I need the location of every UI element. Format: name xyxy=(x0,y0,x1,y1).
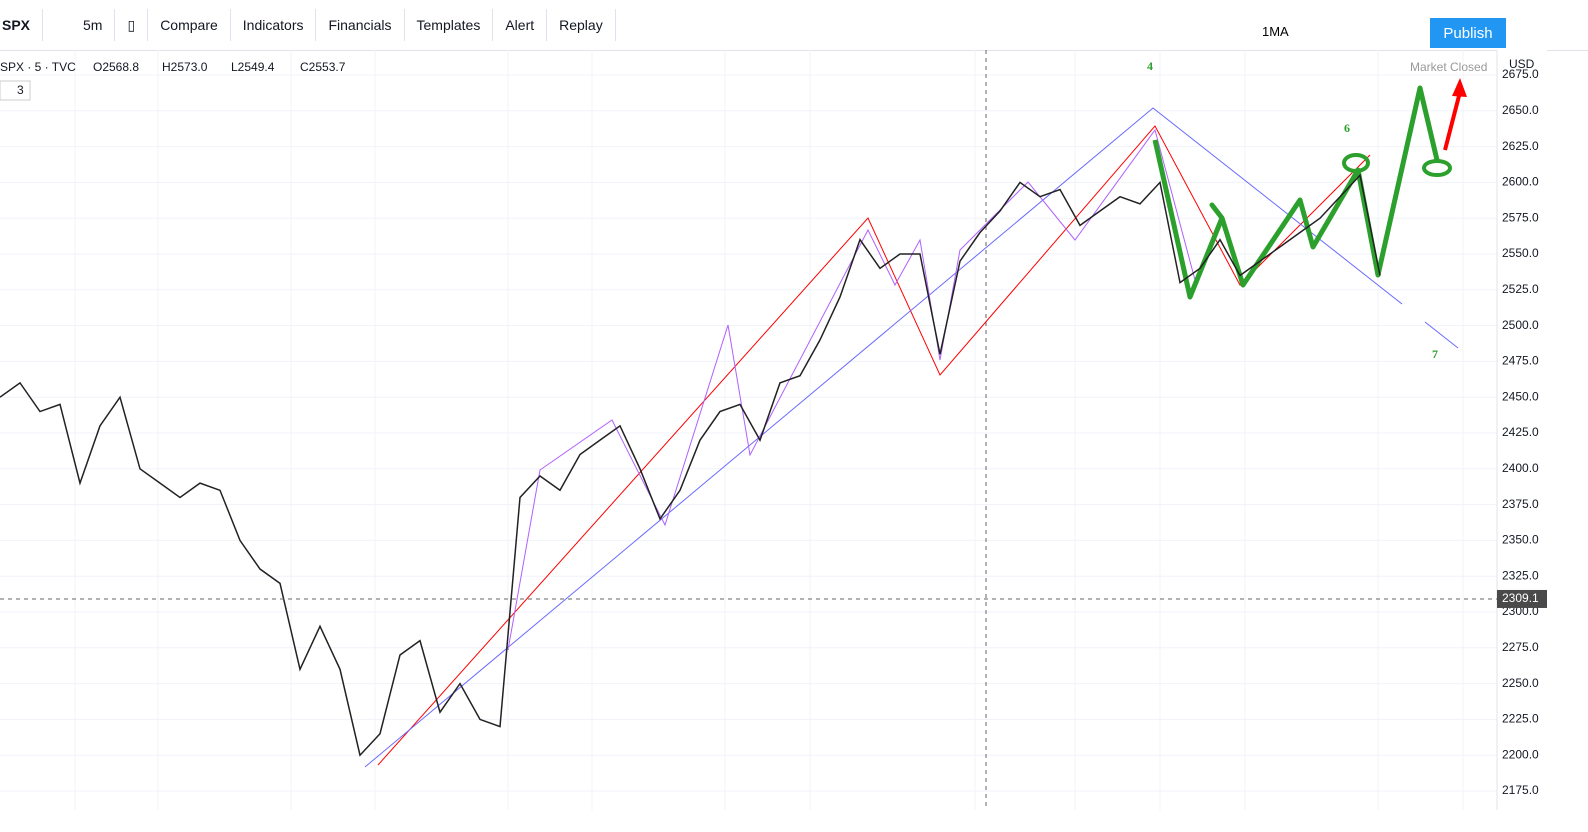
wave-label: 4 xyxy=(1147,59,1153,73)
price-tick-label: 2400.0 xyxy=(1502,461,1539,475)
green-circle xyxy=(1422,159,1452,177)
toolbar: SPX 5m ▯ Compare Indicators Financials Temp… xyxy=(0,0,1588,51)
crosshair-tag xyxy=(1497,589,1547,608)
drawing-green xyxy=(1152,85,1440,300)
price-tick-label: 2675.0 xyxy=(1502,67,1539,81)
currency: USD xyxy=(1509,57,1535,71)
green-circle xyxy=(1342,153,1370,173)
price-tick-label: 2625.0 xyxy=(1502,139,1539,153)
price-tick-label: 2650.0 xyxy=(1502,103,1539,117)
legend-ohlc: L2549.4 xyxy=(231,60,275,74)
price-tick-label: 2350.0 xyxy=(1502,533,1539,547)
toolbar-button[interactable]: Alert xyxy=(493,9,548,41)
chart-type[interactable]: ▯ xyxy=(115,9,149,41)
publish-button[interactable]: Publish xyxy=(1430,18,1506,48)
drawing-red xyxy=(377,125,1371,766)
toolbar-button[interactable]: Indicators xyxy=(231,9,317,41)
interval[interactable]: 5m xyxy=(43,9,116,41)
price-tick-label: 2550.0 xyxy=(1502,246,1539,260)
price-axis xyxy=(1497,50,1547,810)
red-arrow-head xyxy=(1452,78,1467,97)
legend-count: 3 xyxy=(17,83,24,97)
indicator[interactable]: 1MA xyxy=(1262,24,1289,39)
wave-label: 6 xyxy=(1344,121,1350,135)
price-tick-label: 2225.0 xyxy=(1502,712,1539,726)
legend-ohlc: O2568.8 xyxy=(93,60,139,74)
price-line xyxy=(0,173,1381,757)
drawing-blue xyxy=(364,107,1403,768)
toolbar-button[interactable]: Replay xyxy=(547,9,616,41)
price-tick-label: 2425.0 xyxy=(1502,425,1539,439)
price-tick-label: 2275.0 xyxy=(1502,640,1539,654)
crosshair-label: 2309.1 xyxy=(1502,591,1539,605)
legend-title: SPX · 5 · TVC xyxy=(0,60,76,74)
price-tick-label: 2375.0 xyxy=(1502,497,1539,511)
toolbar-button[interactable]: Compare xyxy=(148,9,231,41)
price-tick-label: 2475.0 xyxy=(1502,354,1539,368)
legend-ohlc: C2553.7 xyxy=(300,60,346,74)
collapse-box xyxy=(0,80,31,101)
toolbar-button[interactable]: Templates xyxy=(405,9,494,41)
price-tick-label: 2575.0 xyxy=(1502,210,1539,224)
red-arrow xyxy=(1443,91,1462,151)
price-tick-label: 2600.0 xyxy=(1502,175,1539,189)
price-tick-label: 2175.0 xyxy=(1502,783,1539,797)
price-tick-label: 2500.0 xyxy=(1502,318,1539,332)
drawing-purple xyxy=(507,128,1196,651)
price-tick-label: 2250.0 xyxy=(1502,676,1539,690)
drawing-blue xyxy=(1424,321,1459,349)
price-tick-label: 2325.0 xyxy=(1502,568,1539,582)
legend-ohlc: H2573.0 xyxy=(162,60,208,74)
price-tick-label: 2200.0 xyxy=(1502,747,1539,761)
symbol[interactable]: SPX xyxy=(0,9,44,41)
toolbar-button[interactable]: Financials xyxy=(316,9,405,41)
chart: 2175.02200.02225.02250.02275.02300.02325… xyxy=(0,50,1547,810)
wave-label: 7 xyxy=(1432,347,1438,361)
market-status: Market Closed xyxy=(1410,60,1487,74)
price-tick-label: 2450.0 xyxy=(1502,389,1539,403)
price-tick-label: 2525.0 xyxy=(1502,282,1539,296)
